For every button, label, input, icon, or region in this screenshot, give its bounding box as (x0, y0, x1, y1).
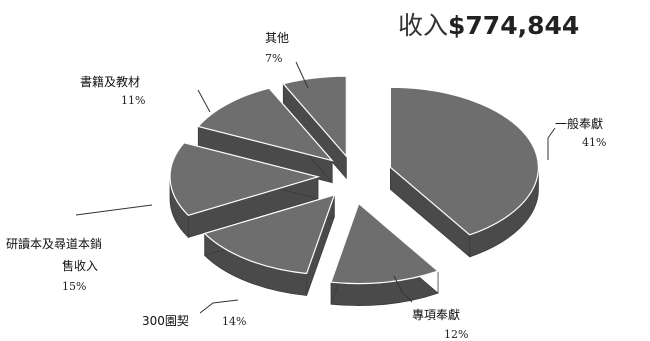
leader-lines (75, 61, 556, 314)
pie-slice-top-5 (197, 87, 334, 162)
leader-line-6 (295, 61, 309, 89)
leader-line-1 (547, 127, 556, 160)
pie-slices (169, 75, 540, 306)
slice-percent-2: 12% (444, 328, 468, 341)
pie-slice-3 (203, 194, 336, 296)
chart-title-prefix: 收入 (398, 11, 449, 40)
pie-slice-6 (282, 75, 347, 180)
leader-line-4 (75, 204, 153, 216)
chart-title-amount: $774,844 (448, 11, 580, 40)
leader-line-2 (393, 275, 413, 303)
pie-slice-top-2 (330, 202, 440, 285)
slice-label-4-line-2: 售收入 (62, 258, 98, 273)
slice-label-3: 300園契 (142, 314, 189, 328)
pie-slice-1 (389, 86, 540, 258)
leader-line-5 (197, 89, 211, 113)
pie-slice-5 (197, 87, 334, 184)
slice-label-6: 其他 (265, 31, 289, 45)
pie-slice-4 (169, 142, 321, 239)
slice-percent-4: 15% (62, 280, 86, 293)
slice-percent-1: 41% (582, 136, 606, 149)
pie-slice-top-1 (389, 86, 540, 236)
slice-percent-5: 11% (121, 94, 145, 107)
pie-slice-top-3 (203, 194, 336, 275)
slice-percent-3: 14% (222, 315, 246, 328)
leader-line-3 (199, 299, 239, 314)
slice-label-5: 書籍及教材 (80, 74, 140, 89)
slice-label-4-line-1: 研讀本及尋道本銷 (6, 236, 102, 251)
pie-slice-top-4 (169, 142, 321, 217)
pie-slice-top-6 (282, 75, 347, 158)
chart-title: 收入$774,844 (398, 6, 579, 42)
slice-percent-6: 7% (265, 52, 282, 65)
slice-label-1: 一般奉獻 (555, 116, 603, 131)
slice-label-2: 專項奉獻 (412, 307, 460, 322)
pie-slice-2 (330, 202, 440, 306)
